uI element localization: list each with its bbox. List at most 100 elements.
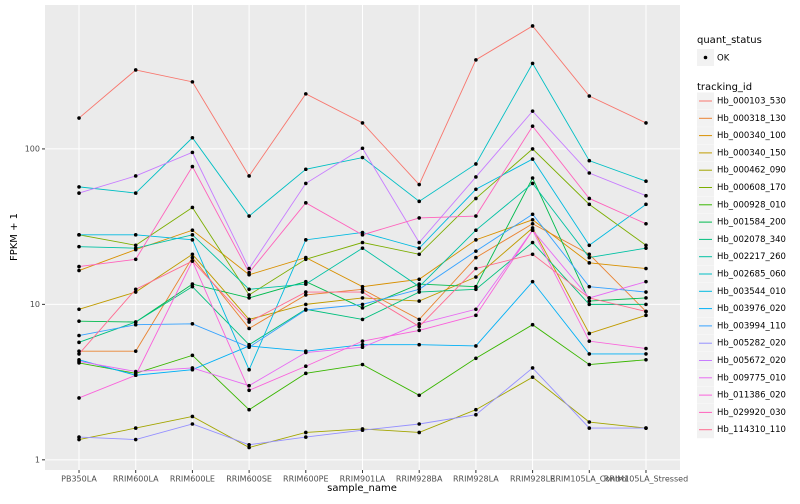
data-point bbox=[190, 238, 195, 242]
data-point bbox=[190, 366, 195, 370]
data-point bbox=[530, 24, 535, 28]
data-point bbox=[530, 109, 535, 113]
data-point bbox=[304, 238, 308, 242]
data-point bbox=[417, 328, 421, 333]
data-point bbox=[247, 367, 251, 372]
data-point bbox=[417, 284, 421, 289]
data-point bbox=[77, 319, 81, 323]
data-point bbox=[133, 68, 138, 72]
y-axis-title: FPKM + 1 bbox=[9, 213, 20, 261]
data-point bbox=[77, 333, 81, 338]
data-point bbox=[417, 252, 421, 257]
x-axis-title: sample_name bbox=[327, 483, 397, 494]
data-point bbox=[417, 240, 421, 245]
data-point bbox=[304, 308, 308, 312]
data-point bbox=[644, 352, 648, 356]
legend-label: Hb_001584_200 bbox=[717, 218, 786, 228]
data-point bbox=[133, 246, 138, 250]
data-point bbox=[587, 296, 592, 300]
data-point bbox=[474, 344, 478, 348]
x-tick-label: RRIM901LA bbox=[340, 475, 386, 484]
data-point bbox=[587, 352, 592, 356]
data-point bbox=[474, 287, 478, 292]
legend-label: Hb_003976_020 bbox=[717, 304, 786, 314]
data-point bbox=[474, 255, 478, 260]
data-point bbox=[190, 259, 195, 263]
data-point bbox=[360, 345, 365, 350]
data-point bbox=[133, 243, 138, 248]
data-point bbox=[530, 176, 535, 180]
x-tick-label: PB350LA bbox=[61, 475, 97, 484]
data-point bbox=[77, 352, 81, 356]
data-point bbox=[247, 345, 251, 350]
data-point bbox=[417, 299, 421, 303]
data-point bbox=[474, 162, 478, 166]
data-point bbox=[304, 282, 308, 286]
data-point bbox=[247, 266, 251, 271]
data-point bbox=[474, 407, 478, 412]
data-point bbox=[247, 445, 251, 450]
data-point bbox=[530, 228, 535, 233]
data-point bbox=[587, 252, 592, 257]
data-point bbox=[133, 349, 138, 353]
legend-label: Hb_005672_020 bbox=[717, 356, 786, 366]
data-point bbox=[644, 290, 648, 294]
data-point bbox=[360, 146, 365, 151]
legend-point bbox=[703, 55, 708, 60]
legend-label: Hb_029920_030 bbox=[717, 408, 786, 418]
data-point bbox=[474, 175, 478, 179]
data-point bbox=[530, 279, 535, 284]
data-point bbox=[587, 362, 592, 367]
data-point bbox=[587, 426, 592, 430]
legend-label: Hb_000103_530 bbox=[717, 97, 786, 107]
data-point bbox=[304, 293, 308, 297]
data-point bbox=[360, 240, 365, 245]
data-point bbox=[474, 412, 478, 417]
data-point bbox=[247, 320, 251, 324]
data-point bbox=[530, 375, 535, 379]
data-point bbox=[247, 293, 251, 297]
legend-label: Hb_009775_010 bbox=[717, 373, 786, 383]
data-point bbox=[417, 430, 421, 435]
legend-label: Hb_000608_170 bbox=[717, 183, 786, 193]
data-point bbox=[417, 321, 421, 326]
data-point bbox=[247, 383, 251, 388]
data-point bbox=[417, 216, 421, 220]
data-point bbox=[133, 290, 138, 294]
x-tick-label: RRIM600LE bbox=[170, 475, 215, 484]
data-point bbox=[417, 246, 421, 250]
x-tick-label: RRIM105LA_Control bbox=[550, 475, 629, 484]
data-point bbox=[474, 58, 478, 62]
data-point bbox=[304, 435, 308, 439]
data-point bbox=[190, 284, 195, 289]
data-point bbox=[474, 214, 478, 218]
data-point bbox=[474, 266, 478, 271]
data-point bbox=[474, 187, 478, 192]
data-point bbox=[587, 420, 592, 424]
data-point bbox=[644, 279, 648, 284]
data-point bbox=[530, 124, 535, 129]
data-point bbox=[474, 307, 478, 312]
data-point bbox=[190, 228, 195, 233]
data-point bbox=[304, 167, 308, 172]
data-point bbox=[133, 373, 138, 378]
x-tick-label: RRIM600LA bbox=[113, 475, 159, 484]
legend-title: quant_status bbox=[697, 35, 762, 46]
data-point bbox=[190, 205, 195, 210]
data-point bbox=[304, 371, 308, 376]
data-point bbox=[644, 426, 648, 430]
data-point bbox=[247, 407, 251, 412]
data-point bbox=[530, 366, 535, 370]
data-point bbox=[77, 185, 81, 189]
legend-label: Hb_003994_110 bbox=[717, 321, 786, 331]
legend-label: Hb_114310_110 bbox=[717, 425, 786, 435]
data-point bbox=[190, 164, 195, 169]
x-tick-label: RRIM105LA_Stressed bbox=[604, 475, 688, 484]
data-point bbox=[644, 309, 648, 314]
data-point bbox=[417, 290, 421, 294]
data-point bbox=[190, 353, 195, 358]
data-point bbox=[190, 422, 195, 426]
data-point bbox=[474, 356, 478, 361]
data-point bbox=[77, 349, 81, 353]
data-point bbox=[644, 202, 648, 207]
